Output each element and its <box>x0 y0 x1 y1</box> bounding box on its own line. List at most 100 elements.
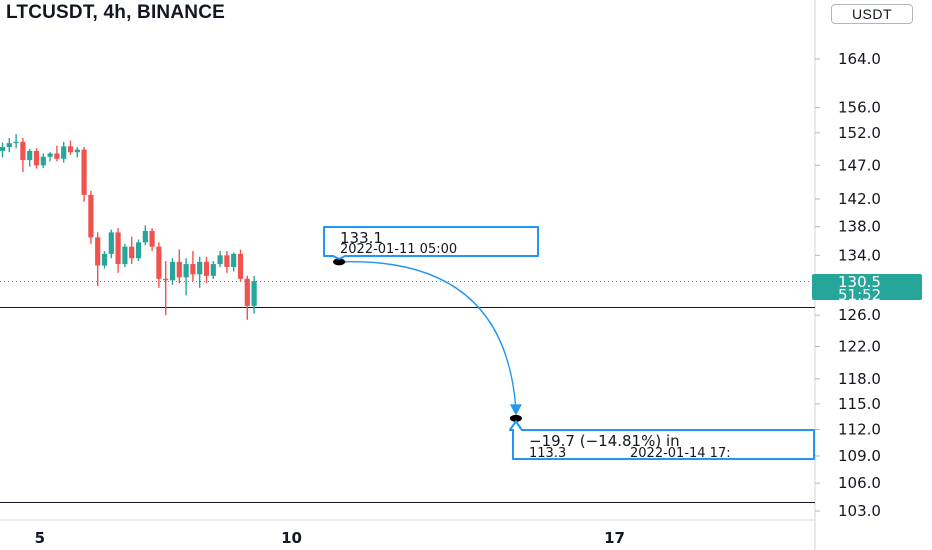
price-tick-label: 152.0 <box>838 124 881 142</box>
candle-body <box>210 264 216 276</box>
candle-body <box>251 281 257 306</box>
candle <box>27 148 33 167</box>
time-axis: 5 10 17 <box>35 529 625 547</box>
price-tick-label: 142.0 <box>838 190 881 208</box>
candle-body <box>142 230 148 243</box>
candle-body <box>20 141 26 161</box>
start-time-text: 2022-01-11 05:00 <box>340 242 457 257</box>
candle-body <box>183 264 189 278</box>
candle <box>142 225 148 246</box>
candle <box>20 137 26 172</box>
candle <box>95 232 101 287</box>
candle-body <box>156 246 162 279</box>
candle <box>101 250 108 269</box>
candle-body <box>61 146 67 159</box>
end-price-text: 113.3 <box>529 446 566 461</box>
candle <box>231 252 237 272</box>
price-tick-label: 122.0 <box>838 337 881 355</box>
candle <box>40 153 46 168</box>
time-tick-label: 10 <box>281 529 302 547</box>
current-price-badge: 130.551:52 <box>812 273 922 304</box>
candle-body <box>47 153 53 157</box>
price-tick-label: 115.0 <box>838 395 881 413</box>
candle-body <box>33 150 40 166</box>
price-tick-label: 156.0 <box>838 99 881 117</box>
candle-body <box>27 150 33 161</box>
candle <box>0 142 6 158</box>
candle <box>176 249 182 284</box>
candle-body <box>129 246 135 259</box>
start-price-text: 133.1 <box>340 229 383 247</box>
price-tick-label: 126.0 <box>838 306 881 324</box>
price-tick-label: 134.0 <box>838 246 881 264</box>
candle <box>203 256 210 284</box>
candle-body <box>176 261 182 278</box>
candle <box>33 148 40 169</box>
candle-body <box>197 261 203 275</box>
candle <box>115 228 121 273</box>
candle-body <box>0 147 6 151</box>
candle-body <box>149 230 155 247</box>
arrow-curve <box>339 260 517 411</box>
end-point <box>509 414 522 422</box>
currency-button[interactable]: USDT <box>831 4 913 24</box>
candle <box>129 236 135 265</box>
candle-body <box>88 194 94 238</box>
candle <box>210 261 216 279</box>
arrow-head <box>509 404 522 416</box>
candle-body <box>190 264 196 275</box>
end-time-text: 2022-01-14 17: <box>630 446 731 461</box>
candle <box>54 145 60 162</box>
candle <box>163 261 169 316</box>
candle <box>61 141 67 163</box>
candle <box>13 134 19 149</box>
candle <box>197 256 203 288</box>
candle <box>108 229 114 259</box>
candle-body <box>135 242 142 259</box>
candle-body <box>95 237 101 266</box>
price-tick-label: 118.0 <box>838 370 881 388</box>
candle-body <box>237 253 244 279</box>
candle-body <box>74 149 80 153</box>
candle <box>169 258 176 285</box>
candle-body <box>67 146 74 153</box>
candle-body <box>169 261 176 281</box>
price-axis: 164.0 156.0 152.0 147.0 142.0 138.0 134.0 126.0… <box>815 50 881 520</box>
candle-body <box>115 232 121 265</box>
candle <box>135 239 142 262</box>
end-change-text: −19.7 (−14.81%) in <box>529 432 680 450</box>
end-callout-box <box>508 420 815 460</box>
candle-body <box>101 253 108 266</box>
candle <box>183 258 189 296</box>
candle-body <box>203 261 210 276</box>
candle-body <box>217 255 223 265</box>
candle-body <box>244 278 250 306</box>
start-callout-box <box>323 226 539 260</box>
candle-body <box>81 149 87 195</box>
start-point <box>333 258 346 266</box>
projection-arrow <box>333 258 522 422</box>
time-tick-label: 17 <box>604 529 625 547</box>
candle-body <box>40 156 46 166</box>
candle <box>224 250 230 273</box>
candle-body <box>122 246 128 265</box>
candle-body <box>6 143 12 148</box>
candles <box>0 134 257 320</box>
candle <box>244 275 250 320</box>
candle-body <box>224 255 230 267</box>
candle <box>149 228 155 251</box>
candle-body <box>108 232 114 254</box>
candle <box>74 147 80 158</box>
bar-countdown-label: 51:52 <box>838 286 881 304</box>
candle <box>6 137 12 153</box>
candle-body <box>13 141 19 144</box>
candle <box>122 243 128 267</box>
price-tick-label: 103.0 <box>838 502 881 520</box>
candle <box>237 249 244 282</box>
price-tick-label: 109.0 <box>838 447 881 465</box>
candle <box>156 242 162 288</box>
chart-title: LTCUSDT, 4h, BINANCE <box>6 2 225 23</box>
